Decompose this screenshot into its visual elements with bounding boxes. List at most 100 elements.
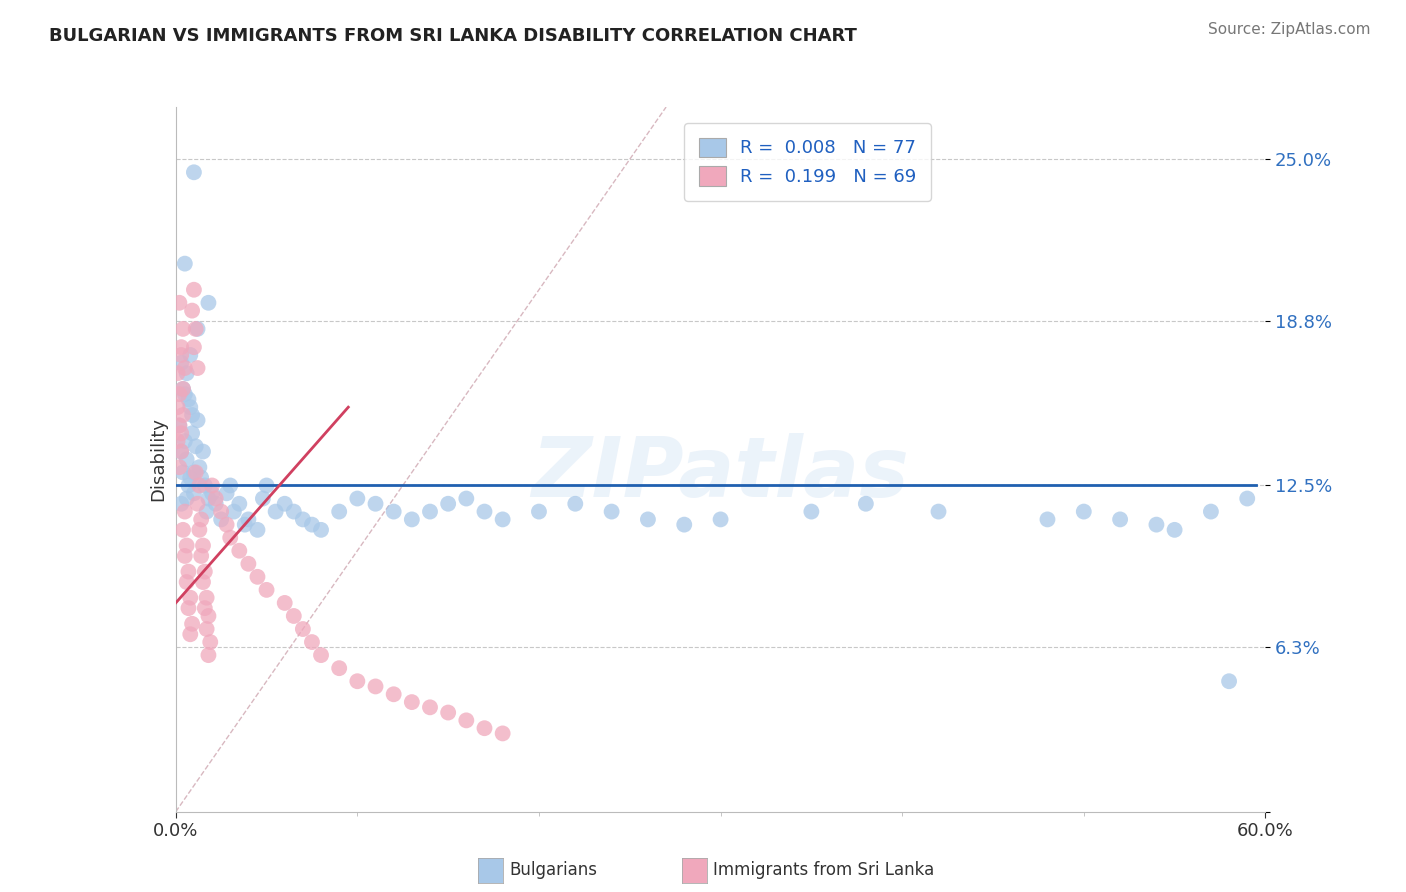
Point: [283, 609, 305, 624]
Point: [309, 523, 332, 537]
Point: [173, 361, 195, 376]
Point: [181, 408, 204, 422]
Point: [170, 497, 193, 511]
Point: [264, 505, 287, 519]
Point: [346, 491, 368, 506]
Point: [183, 340, 205, 354]
Point: [170, 444, 193, 458]
Point: [191, 575, 214, 590]
Point: [179, 348, 201, 362]
Point: [183, 486, 205, 500]
Point: [1199, 505, 1222, 519]
Point: [195, 505, 218, 519]
Point: [1236, 491, 1258, 506]
Point: [274, 497, 297, 511]
Point: [246, 570, 269, 584]
Point: [673, 517, 696, 532]
Text: ZIPatlas: ZIPatlas: [531, 433, 910, 514]
Point: [564, 497, 586, 511]
Point: [204, 491, 226, 506]
Point: [181, 426, 204, 441]
Point: [170, 348, 193, 362]
Point: [201, 486, 224, 500]
Point: [169, 460, 191, 475]
Point: [186, 497, 209, 511]
Point: [184, 322, 207, 336]
Point: [800, 505, 823, 519]
Point: [194, 601, 217, 615]
Point: [401, 695, 423, 709]
Point: [166, 400, 188, 414]
Point: [1109, 512, 1132, 526]
Point: [190, 512, 212, 526]
Point: [172, 466, 194, 480]
Point: [191, 444, 214, 458]
Point: [184, 439, 207, 453]
Point: [492, 726, 515, 740]
Point: [637, 512, 659, 526]
Point: [301, 517, 323, 532]
Point: [215, 486, 238, 500]
Point: [179, 470, 201, 484]
Point: [179, 400, 201, 414]
Point: [170, 356, 193, 370]
Point: [1036, 512, 1059, 526]
Point: [197, 648, 219, 662]
Point: [176, 366, 198, 380]
Point: [600, 505, 623, 519]
Point: [256, 478, 278, 492]
Point: [364, 680, 387, 694]
Point: [456, 491, 478, 506]
Point: [190, 549, 212, 563]
Point: [177, 601, 200, 615]
Point: [1073, 505, 1095, 519]
Point: [252, 491, 274, 506]
Point: [170, 340, 193, 354]
Point: [200, 635, 222, 649]
Point: [177, 565, 200, 579]
Point: [215, 517, 238, 532]
Point: [219, 531, 242, 545]
Text: Bulgarians: Bulgarians: [509, 861, 598, 879]
Point: [246, 523, 269, 537]
Point: [928, 505, 950, 519]
Point: [195, 591, 218, 605]
Point: [186, 361, 209, 376]
Point: [301, 635, 323, 649]
Point: [474, 505, 496, 519]
Point: [419, 505, 441, 519]
Point: [173, 549, 195, 563]
Point: [283, 505, 305, 519]
Point: [1163, 523, 1185, 537]
Point: [172, 382, 194, 396]
Point: [209, 505, 232, 519]
Point: [474, 721, 496, 735]
Point: [328, 661, 350, 675]
Point: [328, 505, 350, 519]
Point: [173, 434, 195, 449]
Point: [188, 478, 211, 492]
Point: [194, 478, 217, 492]
Point: [401, 512, 423, 526]
Point: [181, 616, 204, 631]
Point: [204, 497, 226, 511]
Point: [173, 257, 195, 271]
Point: [364, 497, 387, 511]
Point: [179, 591, 201, 605]
Point: [219, 478, 242, 492]
Point: [228, 497, 250, 511]
Point: [188, 460, 211, 475]
Point: [183, 165, 205, 179]
Point: [177, 478, 200, 492]
Point: [274, 596, 297, 610]
Point: [169, 418, 191, 433]
Point: [197, 295, 219, 310]
Point: [492, 512, 515, 526]
Point: [183, 283, 205, 297]
Point: [197, 609, 219, 624]
Point: [222, 505, 245, 519]
Point: [233, 517, 256, 532]
Point: [172, 408, 194, 422]
Point: [166, 434, 188, 449]
Point: [382, 687, 405, 701]
